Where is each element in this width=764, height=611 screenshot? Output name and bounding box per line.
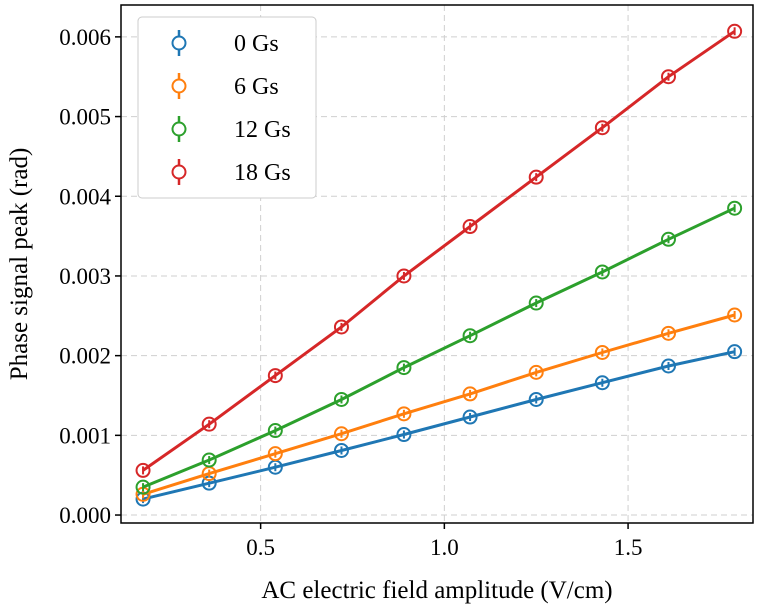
- data-point: [333, 319, 349, 335]
- data-point: [727, 23, 743, 39]
- series-line: [142, 313, 736, 496]
- data-point: [267, 423, 283, 439]
- series-layer: [135, 23, 743, 507]
- data-point: [727, 200, 743, 216]
- legend-item: 18 Gs: [171, 159, 291, 186]
- data-point: [660, 358, 676, 374]
- y-axis: 0.000 0.001 0.002 0.003 0.004 0.005 0.006: [59, 25, 121, 528]
- y-tick-label: 0.006: [59, 25, 111, 50]
- y-tick-label: 0.004: [59, 184, 111, 209]
- legend-marker: [171, 164, 187, 180]
- data-point: [333, 426, 349, 442]
- data-point: [396, 268, 412, 284]
- x-tick-label: 1.0: [430, 535, 459, 560]
- data-point: [594, 264, 610, 280]
- data-point: [528, 364, 544, 380]
- data-point: [267, 368, 283, 384]
- y-tick-label: 0.005: [59, 105, 111, 130]
- legend-item: 6 Gs: [171, 73, 279, 100]
- y-tick-label: 0.000: [59, 503, 111, 528]
- series-1: [135, 307, 743, 502]
- legend-marker: [171, 121, 187, 137]
- data-point: [528, 295, 544, 311]
- legend-marker: [171, 78, 187, 94]
- y-axis-label: Phase signal peak (rad): [6, 148, 33, 381]
- data-point: [528, 391, 544, 407]
- x-axis-label: AC electric field amplitude (V/cm): [261, 577, 612, 604]
- x-tick-label: 0.5: [246, 535, 275, 560]
- legend-box: [137, 16, 317, 199]
- data-point: [462, 328, 478, 344]
- data-point: [660, 231, 676, 247]
- series-2: [135, 200, 743, 495]
- data-point: [727, 344, 743, 360]
- series-line: [142, 30, 736, 472]
- y-tick-label: 0.001: [59, 423, 111, 448]
- legend-label: 18 Gs: [234, 160, 291, 186]
- data-point: [396, 406, 412, 422]
- data-point: [727, 307, 743, 323]
- legend: 0 Gs 6 Gs 12 Gs 18 Gs: [137, 16, 317, 199]
- data-point: [528, 169, 544, 185]
- data-point: [333, 391, 349, 407]
- data-point: [333, 442, 349, 458]
- series-0: [135, 344, 743, 507]
- data-point: [201, 452, 217, 468]
- y-tick-label: 0.002: [59, 344, 111, 369]
- data-point: [135, 479, 151, 495]
- legend-item: 0 Gs: [171, 30, 279, 57]
- x-axis: 0.5 1.0 1.5: [246, 523, 642, 560]
- series-line: [142, 206, 736, 489]
- series-3: [135, 23, 743, 478]
- legend-item: 12 Gs: [171, 116, 291, 143]
- legend-label: 6 Gs: [234, 74, 279, 100]
- legend-label: 0 Gs: [234, 31, 279, 57]
- data-point: [660, 69, 676, 85]
- y-tick-label: 0.003: [59, 264, 111, 289]
- legend-label: 12 Gs: [234, 117, 291, 143]
- legend-marker: [171, 35, 187, 51]
- data-point: [594, 344, 610, 360]
- data-point: [594, 375, 610, 391]
- plot-area-frame: [120, 4, 754, 524]
- data-point: [594, 120, 610, 136]
- data-point: [396, 427, 412, 443]
- data-point: [462, 219, 478, 235]
- data-point: [267, 446, 283, 462]
- data-point: [201, 416, 217, 432]
- data-point: [462, 386, 478, 402]
- data-point: [396, 360, 412, 376]
- data-point: [462, 409, 478, 425]
- series-line: [142, 350, 735, 501]
- x-tick-label: 1.5: [614, 535, 643, 560]
- data-point: [135, 462, 151, 478]
- data-point: [660, 325, 676, 341]
